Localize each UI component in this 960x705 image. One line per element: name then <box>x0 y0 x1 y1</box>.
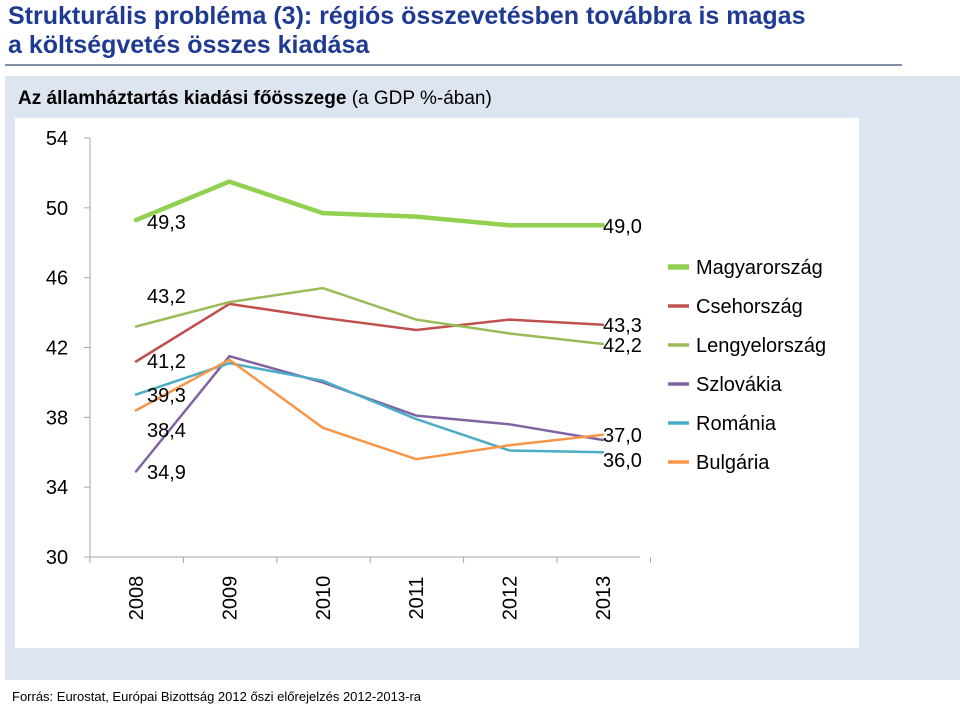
legend-label: Lengyelország <box>696 335 826 357</box>
title-divider <box>5 64 902 66</box>
x-tick-label: 2009 <box>219 576 241 621</box>
legend-label: Szlovákia <box>696 374 782 396</box>
y-tick-label: 54 <box>46 128 68 150</box>
data-label-start: 34,9 <box>147 462 186 484</box>
x-tick-label: 2011 <box>406 576 428 619</box>
data-label-start: 41,2 <box>147 351 186 373</box>
data-label-end: 42,2 <box>603 335 642 357</box>
data-label-end: 37,0 <box>603 425 642 447</box>
chart-title-bold: Az államháztartás kiadási főösszege <box>18 88 347 109</box>
data-label-start: 39,3 <box>147 385 186 407</box>
y-tick-label: 46 <box>46 268 68 290</box>
slide-title-line1: Strukturális probléma (3): régiós összev… <box>8 2 806 30</box>
y-tick-label: 34 <box>46 477 68 499</box>
data-label-end: 36,0 <box>603 450 642 472</box>
data-label-start: 38,4 <box>147 420 186 442</box>
series-line-Románia <box>134 361 605 454</box>
y-tick-label: 30 <box>46 547 68 569</box>
series-line-Magyarország <box>133 179 606 228</box>
y-tick-label: 50 <box>46 198 68 220</box>
slide-title-line2: a költségvetés összes kiadása <box>8 31 370 59</box>
chart-title: Az államháztartás kiadási főösszege (a G… <box>18 88 492 110</box>
source-note: Forrás: Eurostat, Európai Bizottság 2012… <box>12 689 421 704</box>
x-tick-label: 2008 <box>126 576 148 621</box>
x-tick-label: 2012 <box>500 576 522 621</box>
data-label-start: 43,2 <box>147 286 186 308</box>
data-label-end: 43,3 <box>603 315 642 337</box>
data-label-start: 49,3 <box>147 212 186 234</box>
legend-label: Magyarország <box>696 257 823 279</box>
data-label-end: 49,0 <box>603 216 642 238</box>
series-line-Csehország <box>134 302 605 363</box>
legend-label: Csehország <box>696 296 803 318</box>
chart-title-rest: (a GDP %-ában) <box>346 88 492 109</box>
series-line-Lengyelország <box>134 286 605 346</box>
y-tick-label: 38 <box>46 407 68 429</box>
x-tick-label: 2010 <box>313 576 335 621</box>
series-line-Bulgária <box>134 358 605 461</box>
slide-title: Strukturális probléma (3): régiós összev… <box>8 2 908 60</box>
y-tick-label: 42 <box>46 338 68 360</box>
legend-label: Bulgária <box>696 452 770 474</box>
x-tick-label: 2013 <box>593 576 615 621</box>
plot-area <box>15 118 859 648</box>
legend-label: Románia <box>696 413 777 435</box>
